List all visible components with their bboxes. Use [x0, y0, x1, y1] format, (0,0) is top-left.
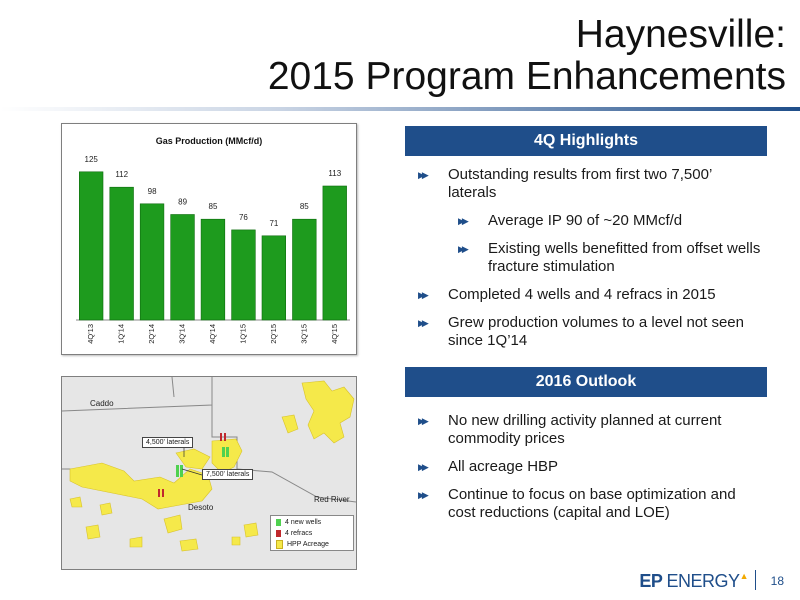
data-label: 112	[115, 170, 128, 179]
highlights-bullet: ▶▶ Average IP 90 of ~20 MMcf/d	[458, 212, 763, 230]
double-arrow-icon: ▶▶	[418, 490, 429, 500]
double-arrow-icon: ▶▶	[418, 462, 429, 472]
bar	[200, 218, 226, 321]
data-label: 98	[148, 187, 157, 196]
title-line-2: 2015 Program Enhancements	[267, 55, 786, 98]
slide-title: Haynesville: 2015 Program Enhancements	[268, 14, 786, 98]
highlights-bullet: ▶▶ Completed 4 wells and 4 refracs in 201…	[418, 286, 763, 304]
chart-svg: Gas Production (MMcf/d) 125 4Q'13 112 1Q'14…	[76, 136, 350, 344]
bullet-text: No new drilling activity planned at curr…	[448, 412, 722, 447]
data-label: 125	[85, 155, 99, 164]
map-label-red-river: Red River	[314, 495, 350, 504]
outlook-header: 2016 Outlook	[405, 367, 767, 397]
data-label: 113	[328, 169, 341, 178]
new-wells	[176, 447, 229, 477]
data-label: 76	[239, 213, 248, 222]
tick-label: 4Q'15	[330, 324, 339, 344]
green-swatch	[276, 518, 281, 526]
data-label: 89	[178, 198, 187, 207]
outlook-bullet: ▶▶ All acreage HBP	[418, 458, 763, 476]
tick-label: 3Q'15	[299, 324, 308, 344]
county-line	[171, 377, 175, 398]
ep-energy-logo: EP ENERGY▲	[639, 571, 748, 592]
bullet-text: Completed 4 wells and 4 refracs in 2015	[448, 286, 716, 303]
double-arrow-icon: ▶▶	[458, 244, 469, 254]
tick-label: 2Q'15	[269, 324, 278, 344]
outlook-list: ▶▶ No new drilling activity planned at cu…	[418, 412, 763, 532]
red-swatch	[276, 529, 281, 537]
legend-label: 4 refracs	[285, 529, 313, 537]
outlook-bullet: ▶▶ No new drilling activity planned at cu…	[418, 412, 763, 448]
bar	[261, 235, 287, 321]
bar	[292, 218, 317, 321]
title-line-1: Haynesville:	[575, 13, 786, 56]
footer-divider	[755, 570, 756, 590]
map-label-caddo: Caddo	[90, 399, 114, 408]
bullet-text: Average IP 90 of ~20 MMcf/d	[488, 212, 683, 229]
map-label-desoto: Desoto	[188, 503, 214, 512]
tick-label: 1Q'14	[117, 324, 126, 344]
bullet-text: Outstanding results from first two 7,500…	[448, 166, 712, 201]
callout-7500-laterals: 7,500' laterals	[202, 469, 254, 480]
double-arrow-icon: ▶▶	[418, 416, 429, 426]
data-label: 71	[269, 219, 278, 228]
callout-leader	[181, 468, 203, 476]
legend-item-new-wells: 4 new wells	[271, 517, 353, 527]
double-arrow-icon: ▶▶	[418, 318, 429, 328]
legend-label: 4 new wells	[285, 518, 322, 526]
logo-energy: ENERGY	[666, 571, 741, 591]
page-number: 18	[770, 574, 784, 588]
map-legend: 4 new wells 4 refracs HPP Acreage	[270, 515, 354, 551]
tick-label: 2Q'14	[147, 324, 156, 344]
bar	[78, 171, 104, 321]
chart-title: Gas Production (MMcf/d)	[156, 136, 263, 146]
highlights-header: 4Q Highlights	[405, 126, 767, 156]
map-svg	[62, 377, 356, 552]
county-line	[62, 377, 213, 412]
tick-label: 3Q'14	[178, 324, 187, 344]
legend-label: HPP Acreage	[287, 540, 329, 548]
bar	[322, 185, 347, 321]
hpp-acreage	[69, 380, 355, 552]
yellow-swatch	[276, 539, 283, 549]
bar	[139, 203, 165, 321]
data-label: 85	[209, 202, 218, 211]
bullet-text: Continue to focus on base optimization a…	[448, 486, 736, 521]
bullet-text: Grew production volumes to a level not s…	[448, 314, 744, 349]
double-arrow-icon: ▶▶	[418, 170, 429, 180]
logo-ep: EP	[639, 571, 663, 591]
double-arrow-icon: ▶▶	[418, 290, 429, 300]
highlights-list: ▶▶ Outstanding results from first two 7,5…	[418, 166, 763, 360]
highlights-bullet: ▶▶ Outstanding results from first two 7,5…	[418, 166, 763, 202]
highlights-bullet: ▶▶ Existing wells benefitted from offset …	[458, 240, 763, 276]
tick-label: 1Q'15	[238, 324, 247, 344]
data-label: 85	[300, 202, 309, 211]
bar	[170, 214, 195, 321]
tick-label: 4Q'13	[86, 324, 95, 344]
legend-item-acreage: HPP Acreage	[271, 539, 353, 549]
bar	[109, 186, 134, 321]
bullet-text: Existing wells benefitted from offset we…	[488, 240, 761, 275]
bar	[231, 229, 256, 321]
callout-4500-laterals: 4,500' laterals	[142, 437, 194, 448]
title-rule	[0, 107, 800, 111]
logo-spark-icon: ▲	[739, 571, 749, 581]
bullet-text: All acreage HBP	[448, 458, 559, 475]
tick-label: 4Q'14	[208, 324, 217, 344]
highlights-bullet: ▶▶ Grew production volumes to a level not…	[418, 314, 763, 350]
outlook-bullet: ▶▶ Continue to focus on base optimization…	[418, 486, 763, 522]
double-arrow-icon: ▶▶	[458, 216, 469, 226]
acreage-map: Caddo Desoto Red River 4,500' laterals 7…	[61, 376, 357, 570]
refracs	[158, 433, 226, 497]
gas-production-chart: Gas Production (MMcf/d) 125 4Q'13 112 1Q'14…	[61, 123, 357, 355]
legend-item-refracs: 4 refracs	[271, 528, 353, 538]
